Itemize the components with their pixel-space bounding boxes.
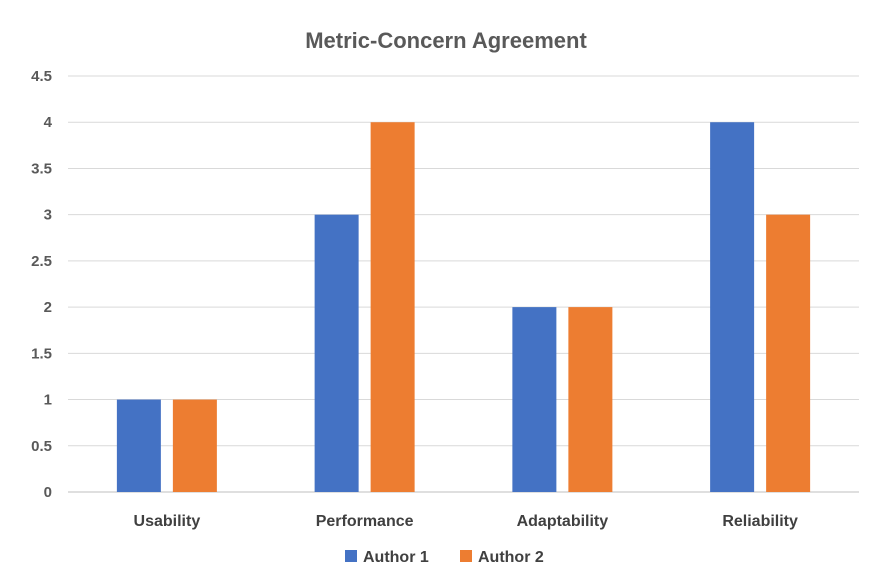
x-category-label: Performance <box>316 513 414 530</box>
legend-label: Author 2 <box>478 549 544 566</box>
bar-reliability-series-1 <box>710 122 755 492</box>
bar-performance-series-1 <box>314 214 359 492</box>
y-tick-label: 1.5 <box>31 345 52 362</box>
bar-reliability-series-2 <box>766 214 811 492</box>
y-tick-label: 2 <box>44 299 52 316</box>
bar-usability-series-1 <box>116 399 161 492</box>
y-tick-label: 0 <box>44 484 52 501</box>
y-tick-label: 3.5 <box>31 160 52 177</box>
bar-performance-series-2 <box>370 122 415 492</box>
legend: Author 1 Author 2 <box>345 549 544 566</box>
y-tick-label: 0.5 <box>31 438 52 455</box>
legend-label: Author 1 <box>363 549 429 566</box>
x-category-label: Usability <box>134 513 201 530</box>
y-tick-label: 2.5 <box>31 253 52 270</box>
chart-title: Metric-Concern Agreement <box>305 28 587 53</box>
x-category-label: Adaptability <box>517 513 609 530</box>
y-axis-ticks: 0 0.5 1 1.5 2 2.5 3 3.5 4 4.5 <box>31 68 53 501</box>
y-tick-label: 1 <box>44 392 52 409</box>
legend-swatch <box>345 550 357 562</box>
bars <box>116 122 811 492</box>
bar-adaptability-series-1 <box>512 307 557 492</box>
x-axis-categories: Usability Performance Adaptability Reliabil… <box>134 513 798 530</box>
y-tick-label: 3 <box>44 207 52 224</box>
y-tick-label: 4.5 <box>31 68 52 85</box>
bar-adaptability-series-2 <box>568 307 613 492</box>
legend-swatch <box>460 550 472 562</box>
x-category-label: Reliability <box>722 513 798 530</box>
bar-usability-series-2 <box>172 399 217 492</box>
y-tick-label: 4 <box>44 114 53 131</box>
